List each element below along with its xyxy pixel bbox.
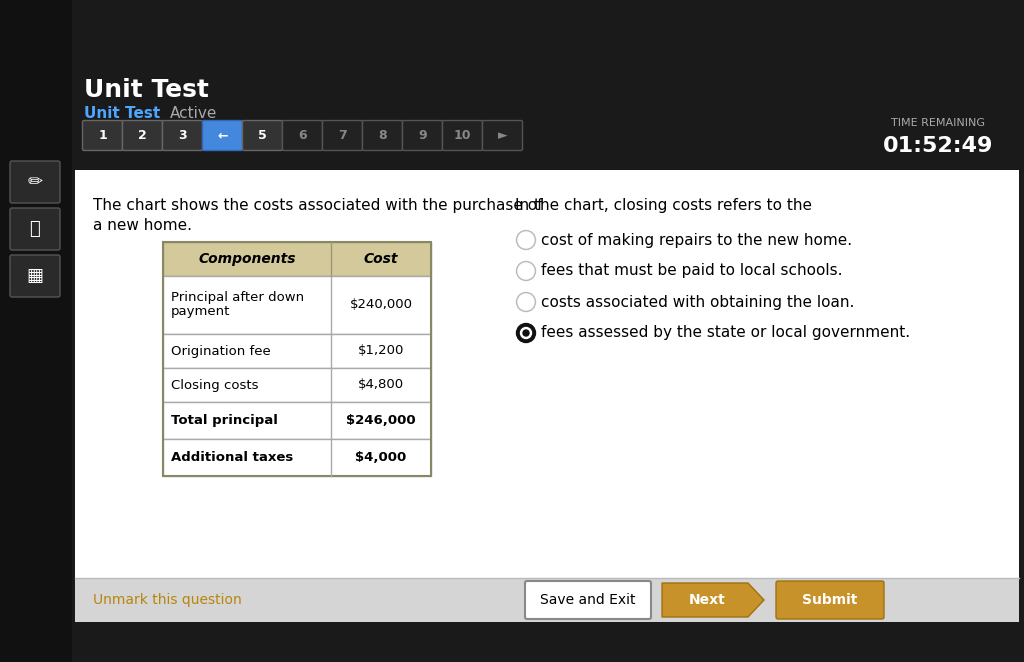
FancyBboxPatch shape xyxy=(75,170,1019,580)
Text: 5: 5 xyxy=(258,129,267,142)
FancyBboxPatch shape xyxy=(83,120,123,150)
Text: a new home.: a new home. xyxy=(93,218,193,233)
FancyBboxPatch shape xyxy=(243,120,283,150)
Text: $4,000: $4,000 xyxy=(355,451,407,464)
Circle shape xyxy=(516,293,536,312)
FancyBboxPatch shape xyxy=(323,120,362,150)
FancyBboxPatch shape xyxy=(525,581,651,619)
Text: costs associated with obtaining the loan.: costs associated with obtaining the loan… xyxy=(541,295,854,310)
FancyBboxPatch shape xyxy=(203,120,243,150)
Text: The chart shows the costs associated with the purchase of: The chart shows the costs associated wit… xyxy=(93,198,543,213)
Circle shape xyxy=(518,232,534,248)
Circle shape xyxy=(523,330,529,336)
Text: Unmark this question: Unmark this question xyxy=(93,593,242,607)
Circle shape xyxy=(516,324,536,342)
FancyBboxPatch shape xyxy=(402,120,442,150)
Text: $246,000: $246,000 xyxy=(346,414,416,427)
FancyBboxPatch shape xyxy=(163,242,431,276)
Text: TIME REMAINING: TIME REMAINING xyxy=(891,118,985,128)
FancyBboxPatch shape xyxy=(442,120,482,150)
FancyBboxPatch shape xyxy=(362,120,402,150)
Text: payment: payment xyxy=(171,305,230,318)
FancyBboxPatch shape xyxy=(163,402,431,439)
FancyBboxPatch shape xyxy=(163,368,431,402)
Text: Cost: Cost xyxy=(364,252,398,266)
Text: 7: 7 xyxy=(338,129,347,142)
Text: In the chart, closing costs refers to the: In the chart, closing costs refers to th… xyxy=(515,198,812,213)
Circle shape xyxy=(516,261,536,281)
Text: Unit Test: Unit Test xyxy=(84,106,160,121)
Text: Save and Exit: Save and Exit xyxy=(541,593,636,607)
Text: 1: 1 xyxy=(98,129,106,142)
Text: ✏: ✏ xyxy=(28,173,43,191)
Text: 2: 2 xyxy=(138,129,146,142)
Text: Unit Test: Unit Test xyxy=(84,78,209,102)
Circle shape xyxy=(520,328,531,338)
FancyBboxPatch shape xyxy=(163,276,431,334)
Text: 10: 10 xyxy=(454,129,471,142)
Text: Principal after down: Principal after down xyxy=(171,291,304,305)
Circle shape xyxy=(518,294,534,310)
Text: ►: ► xyxy=(498,129,507,142)
Text: fees that must be paid to local schools.: fees that must be paid to local schools. xyxy=(541,263,843,279)
Text: Next: Next xyxy=(688,593,725,607)
Text: Closing costs: Closing costs xyxy=(171,379,258,391)
Text: ▦: ▦ xyxy=(27,267,43,285)
Text: 3: 3 xyxy=(178,129,186,142)
Text: Additional taxes: Additional taxes xyxy=(171,451,293,464)
Text: $4,800: $4,800 xyxy=(358,379,404,391)
Text: fees assessed by the state or local government.: fees assessed by the state or local gove… xyxy=(541,326,910,340)
FancyBboxPatch shape xyxy=(10,161,60,203)
FancyBboxPatch shape xyxy=(283,120,323,150)
Circle shape xyxy=(518,263,534,279)
Text: Origination fee: Origination fee xyxy=(171,344,270,357)
FancyBboxPatch shape xyxy=(482,120,522,150)
FancyBboxPatch shape xyxy=(163,439,431,476)
Text: Components: Components xyxy=(199,252,296,266)
FancyBboxPatch shape xyxy=(10,255,60,297)
Text: cost of making repairs to the new home.: cost of making repairs to the new home. xyxy=(541,232,852,248)
Text: Active: Active xyxy=(170,106,217,121)
Text: 🎧: 🎧 xyxy=(30,220,40,238)
FancyBboxPatch shape xyxy=(776,581,884,619)
Text: 01:52:49: 01:52:49 xyxy=(883,136,993,156)
Circle shape xyxy=(516,230,536,250)
Text: 8: 8 xyxy=(378,129,387,142)
Text: $1,200: $1,200 xyxy=(357,344,404,357)
Text: Total principal: Total principal xyxy=(171,414,278,427)
Text: 6: 6 xyxy=(298,129,307,142)
FancyBboxPatch shape xyxy=(10,208,60,250)
FancyBboxPatch shape xyxy=(123,120,163,150)
FancyBboxPatch shape xyxy=(75,578,1019,622)
FancyBboxPatch shape xyxy=(0,0,72,662)
Text: 9: 9 xyxy=(418,129,427,142)
Polygon shape xyxy=(662,583,764,617)
Text: ←: ← xyxy=(217,129,227,142)
FancyBboxPatch shape xyxy=(163,334,431,368)
FancyBboxPatch shape xyxy=(163,120,203,150)
Text: $240,000: $240,000 xyxy=(349,299,413,312)
Text: Submit: Submit xyxy=(803,593,858,607)
